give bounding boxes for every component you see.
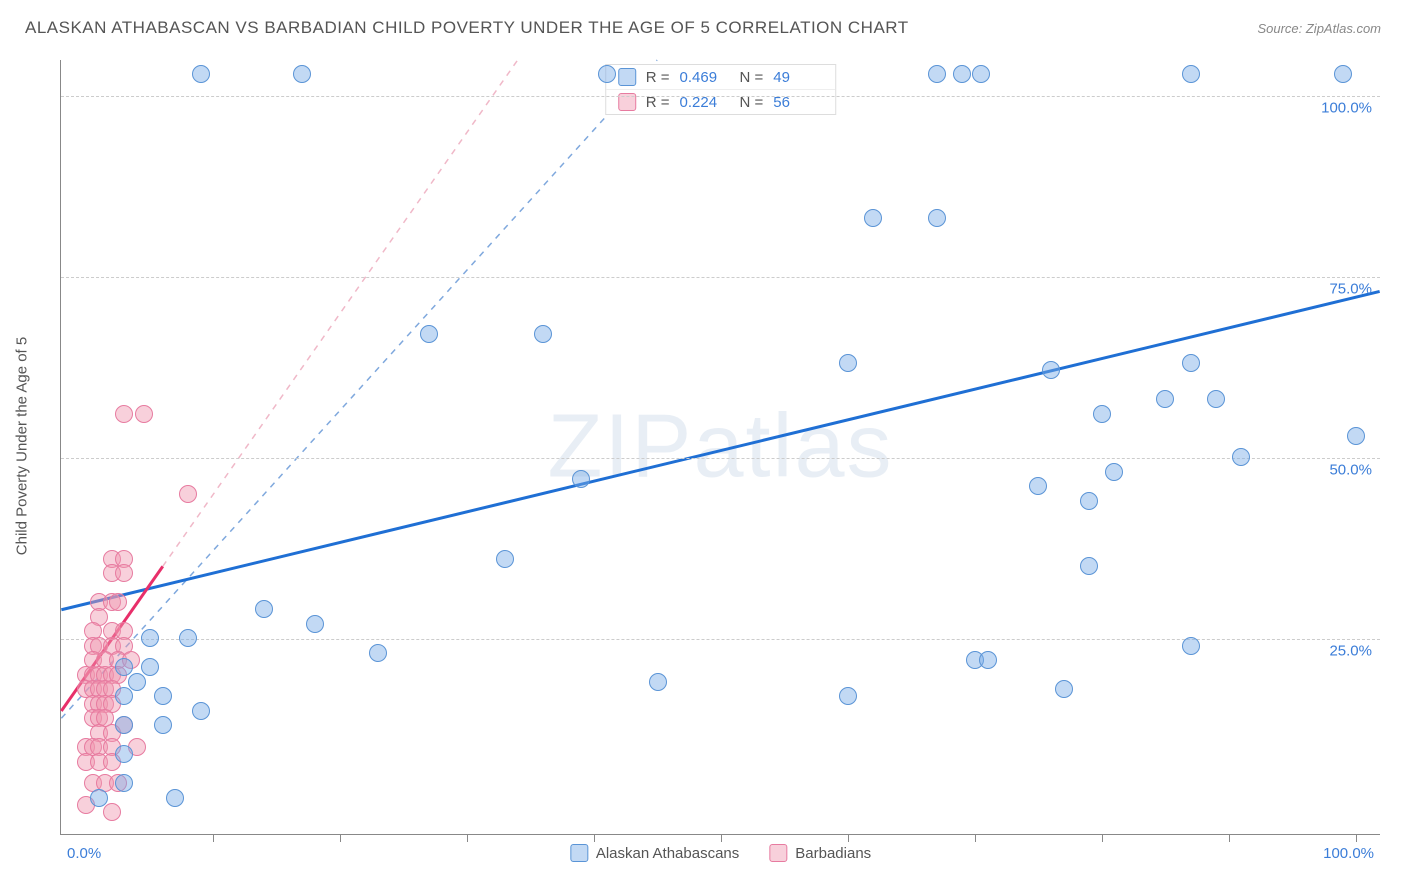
- scatter-point-b: [115, 564, 133, 582]
- scatter-point-a: [154, 716, 172, 734]
- x-tick: [1102, 834, 1103, 842]
- legend-label-a: Alaskan Athabascans: [596, 845, 739, 862]
- scatter-point-a: [255, 600, 273, 618]
- scatter-point-a: [115, 716, 133, 734]
- scatter-point-a: [1347, 427, 1365, 445]
- x-tick: [721, 834, 722, 842]
- source-attribution: Source: ZipAtlas.com: [1257, 21, 1381, 36]
- x-axis-min-label: 0.0%: [67, 845, 101, 862]
- scatter-point-a: [90, 789, 108, 807]
- scatter-point-a: [115, 745, 133, 763]
- title-bar: ALASKAN ATHABASCAN VS BARBADIAN CHILD PO…: [25, 18, 1381, 38]
- scatter-point-a: [369, 644, 387, 662]
- legend: Alaskan Athabascans Barbadians: [570, 844, 871, 862]
- gridline-h: [61, 96, 1380, 97]
- trend-lines-svg: [61, 60, 1380, 834]
- scatter-point-a: [928, 65, 946, 83]
- scatter-point-a: [953, 65, 971, 83]
- y-tick-label: 50.0%: [1329, 462, 1372, 479]
- series-a-swatch: [618, 68, 636, 86]
- y-tick-label: 25.0%: [1329, 643, 1372, 660]
- chart-title: ALASKAN ATHABASCAN VS BARBADIAN CHILD PO…: [25, 18, 909, 38]
- scatter-point-a: [192, 702, 210, 720]
- scatter-point-a: [293, 65, 311, 83]
- scatter-point-a: [166, 789, 184, 807]
- y-tick-label: 100.0%: [1321, 100, 1372, 117]
- legend-swatch-a: [570, 844, 588, 862]
- scatter-point-a: [1042, 361, 1060, 379]
- watermark: ZIPatlas: [547, 396, 893, 499]
- x-axis-max-label: 100.0%: [1323, 845, 1374, 862]
- scatter-point-a: [115, 687, 133, 705]
- scatter-point-a: [1334, 65, 1352, 83]
- scatter-point-a: [1080, 557, 1098, 575]
- scatter-point-a: [1232, 448, 1250, 466]
- y-axis-label: Child Poverty Under the Age of 5: [14, 337, 31, 555]
- scatter-point-a: [839, 687, 857, 705]
- scatter-point-a: [572, 470, 590, 488]
- scatter-point-a: [496, 550, 514, 568]
- scatter-point-a: [141, 629, 159, 647]
- scatter-point-a: [1055, 680, 1073, 698]
- scatter-point-a: [179, 629, 197, 647]
- gridline-h: [61, 458, 1380, 459]
- scatter-point-b: [109, 593, 127, 611]
- scatter-point-b: [103, 803, 121, 821]
- stats-row-b: R = 0.224 N = 56: [606, 89, 836, 114]
- scatter-point-a: [534, 325, 552, 343]
- scatter-point-a: [1080, 492, 1098, 510]
- scatter-point-a: [1182, 637, 1200, 655]
- gridline-h: [61, 277, 1380, 278]
- x-tick: [1229, 834, 1230, 842]
- r-label: R =: [646, 69, 670, 86]
- scatter-point-a: [598, 65, 616, 83]
- x-tick: [213, 834, 214, 842]
- legend-item-b: Barbadians: [769, 844, 871, 862]
- scatter-point-a: [115, 774, 133, 792]
- scatter-point-b: [135, 405, 153, 423]
- x-tick: [594, 834, 595, 842]
- scatter-point-a: [128, 673, 146, 691]
- n-label: N =: [740, 69, 764, 86]
- scatter-point-a: [839, 354, 857, 372]
- x-tick: [975, 834, 976, 842]
- scatter-point-a: [420, 325, 438, 343]
- scatter-point-a: [979, 651, 997, 669]
- plot-area: ZIPatlas R = 0.469 N = 49 R = 0.224 N = …: [60, 60, 1380, 835]
- x-tick: [1356, 834, 1357, 842]
- y-tick-label: 75.0%: [1329, 281, 1372, 298]
- scatter-point-a: [1182, 65, 1200, 83]
- x-tick: [467, 834, 468, 842]
- scatter-point-a: [864, 209, 882, 227]
- scatter-point-a: [1207, 390, 1225, 408]
- scatter-point-a: [141, 658, 159, 676]
- scatter-point-b: [115, 405, 133, 423]
- scatter-point-a: [306, 615, 324, 633]
- stats-box: R = 0.469 N = 49 R = 0.224 N = 56: [605, 64, 837, 115]
- series-a-r-value: 0.469: [680, 69, 730, 86]
- scatter-point-a: [1029, 477, 1047, 495]
- scatter-point-a: [1105, 463, 1123, 481]
- scatter-point-a: [1156, 390, 1174, 408]
- x-tick: [340, 834, 341, 842]
- series-a-n-value: 49: [773, 69, 823, 86]
- scatter-point-a: [649, 673, 667, 691]
- legend-item-a: Alaskan Athabascans: [570, 844, 739, 862]
- scatter-point-a: [1182, 354, 1200, 372]
- stats-row-a: R = 0.469 N = 49: [606, 65, 836, 89]
- scatter-point-a: [154, 687, 172, 705]
- scatter-point-a: [1093, 405, 1111, 423]
- scatter-point-a: [928, 209, 946, 227]
- scatter-point-a: [192, 65, 210, 83]
- scatter-point-b: [179, 485, 197, 503]
- x-tick: [848, 834, 849, 842]
- legend-label-b: Barbadians: [795, 845, 871, 862]
- scatter-point-a: [972, 65, 990, 83]
- legend-swatch-b: [769, 844, 787, 862]
